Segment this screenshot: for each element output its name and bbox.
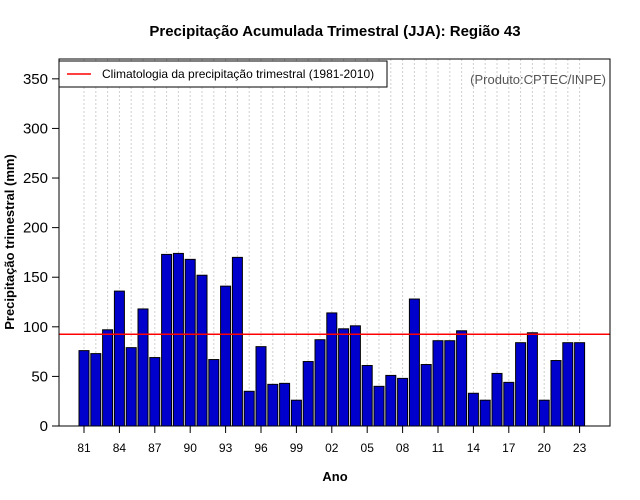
bar-2012 (444, 340, 456, 427)
bar-1999 (290, 399, 302, 427)
bar-1998 (279, 382, 291, 427)
x-tick-label: 96 (254, 441, 268, 455)
bar-2011 (432, 340, 444, 427)
bar-1984 (113, 290, 125, 427)
bar-2022 (562, 342, 574, 427)
x-tick-label: 90 (184, 441, 198, 455)
bar-2009 (408, 298, 420, 427)
bar-2000 (302, 361, 314, 427)
x-tick-label: 17 (502, 441, 516, 455)
bar-1981 (78, 350, 90, 427)
bar-1985 (125, 347, 137, 427)
bar-1992 (208, 359, 220, 427)
bar-1991 (196, 274, 208, 427)
bar-2003 (338, 328, 350, 427)
x-axis: 81 84 87 90 93 96 99 02 05 08 11 14 17 20 23 (77, 426, 587, 455)
y-tick-label: 300 (23, 120, 48, 137)
x-tick-label: 81 (77, 441, 91, 455)
bar-1989 (172, 252, 184, 427)
y-axis: 0 50 100 150 200 250 300 350 (23, 71, 59, 435)
legend: Climatologia da precipitação trimestral … (58, 60, 388, 88)
bar-1987 (149, 357, 161, 427)
credit-text: (Produto:CPTEC/INPE) (470, 72, 606, 87)
bar-2016 (491, 372, 503, 427)
y-tick-label: 150 (23, 269, 48, 286)
bar-1995 (243, 390, 255, 427)
bar-2010 (420, 364, 432, 427)
bar-1986 (137, 308, 149, 427)
x-tick-label: 05 (361, 441, 375, 455)
bar-2014 (467, 392, 479, 427)
x-tick-label: 23 (573, 441, 587, 455)
x-tick-label: 11 (432, 441, 445, 455)
bar-2006 (373, 385, 385, 427)
bar-1990 (184, 258, 196, 427)
bar-2004 (349, 325, 361, 427)
chart-title: Precipitação Acumulada Trimestral (JJA):… (149, 23, 520, 40)
bar-2020 (538, 399, 550, 427)
bar-2023 (574, 342, 586, 427)
bar-1994 (231, 256, 243, 427)
bar-1993 (220, 285, 232, 427)
x-tick-label: 84 (113, 441, 127, 455)
bar-1988 (161, 253, 173, 427)
y-tick-label: 50 (31, 368, 48, 385)
y-tick-label: 250 (23, 170, 48, 187)
bar-2017 (503, 381, 515, 427)
x-tick-label: 08 (396, 441, 410, 455)
bar-1983 (102, 329, 114, 427)
bar-1997 (267, 383, 279, 427)
x-tick-label: 87 (148, 441, 162, 455)
bars (78, 252, 586, 427)
y-tick-label: 100 (23, 319, 48, 336)
bar-2013 (456, 330, 468, 427)
plot-frame (58, 58, 611, 427)
y-axis-title: Precipitação trimestral (mm) (2, 154, 17, 330)
x-tick-label: 99 (290, 441, 304, 455)
x-axis-title: Ano (322, 469, 347, 484)
bar-2019 (526, 332, 538, 427)
bar-1982 (90, 353, 102, 427)
x-tick-label: 02 (325, 441, 339, 455)
y-tick-label: 200 (23, 220, 48, 237)
y-tick-label: 350 (23, 71, 48, 88)
x-tick-label: 14 (467, 441, 481, 455)
bar-2001 (314, 339, 326, 427)
legend-box (58, 60, 388, 88)
bar-2021 (550, 360, 562, 427)
x-tick-label: 20 (538, 441, 552, 455)
x-tick-label: 93 (219, 441, 233, 455)
bar-2007 (385, 374, 397, 427)
y-tick-label: 0 (40, 418, 48, 435)
legend-label: Climatologia da precipitação trimestral … (102, 67, 374, 81)
bar-2008 (397, 377, 409, 427)
bar-1996 (255, 346, 267, 427)
bar-2018 (515, 342, 527, 427)
bar-2015 (479, 399, 491, 427)
bar-2005 (361, 364, 373, 427)
bar-2002 (326, 312, 338, 427)
